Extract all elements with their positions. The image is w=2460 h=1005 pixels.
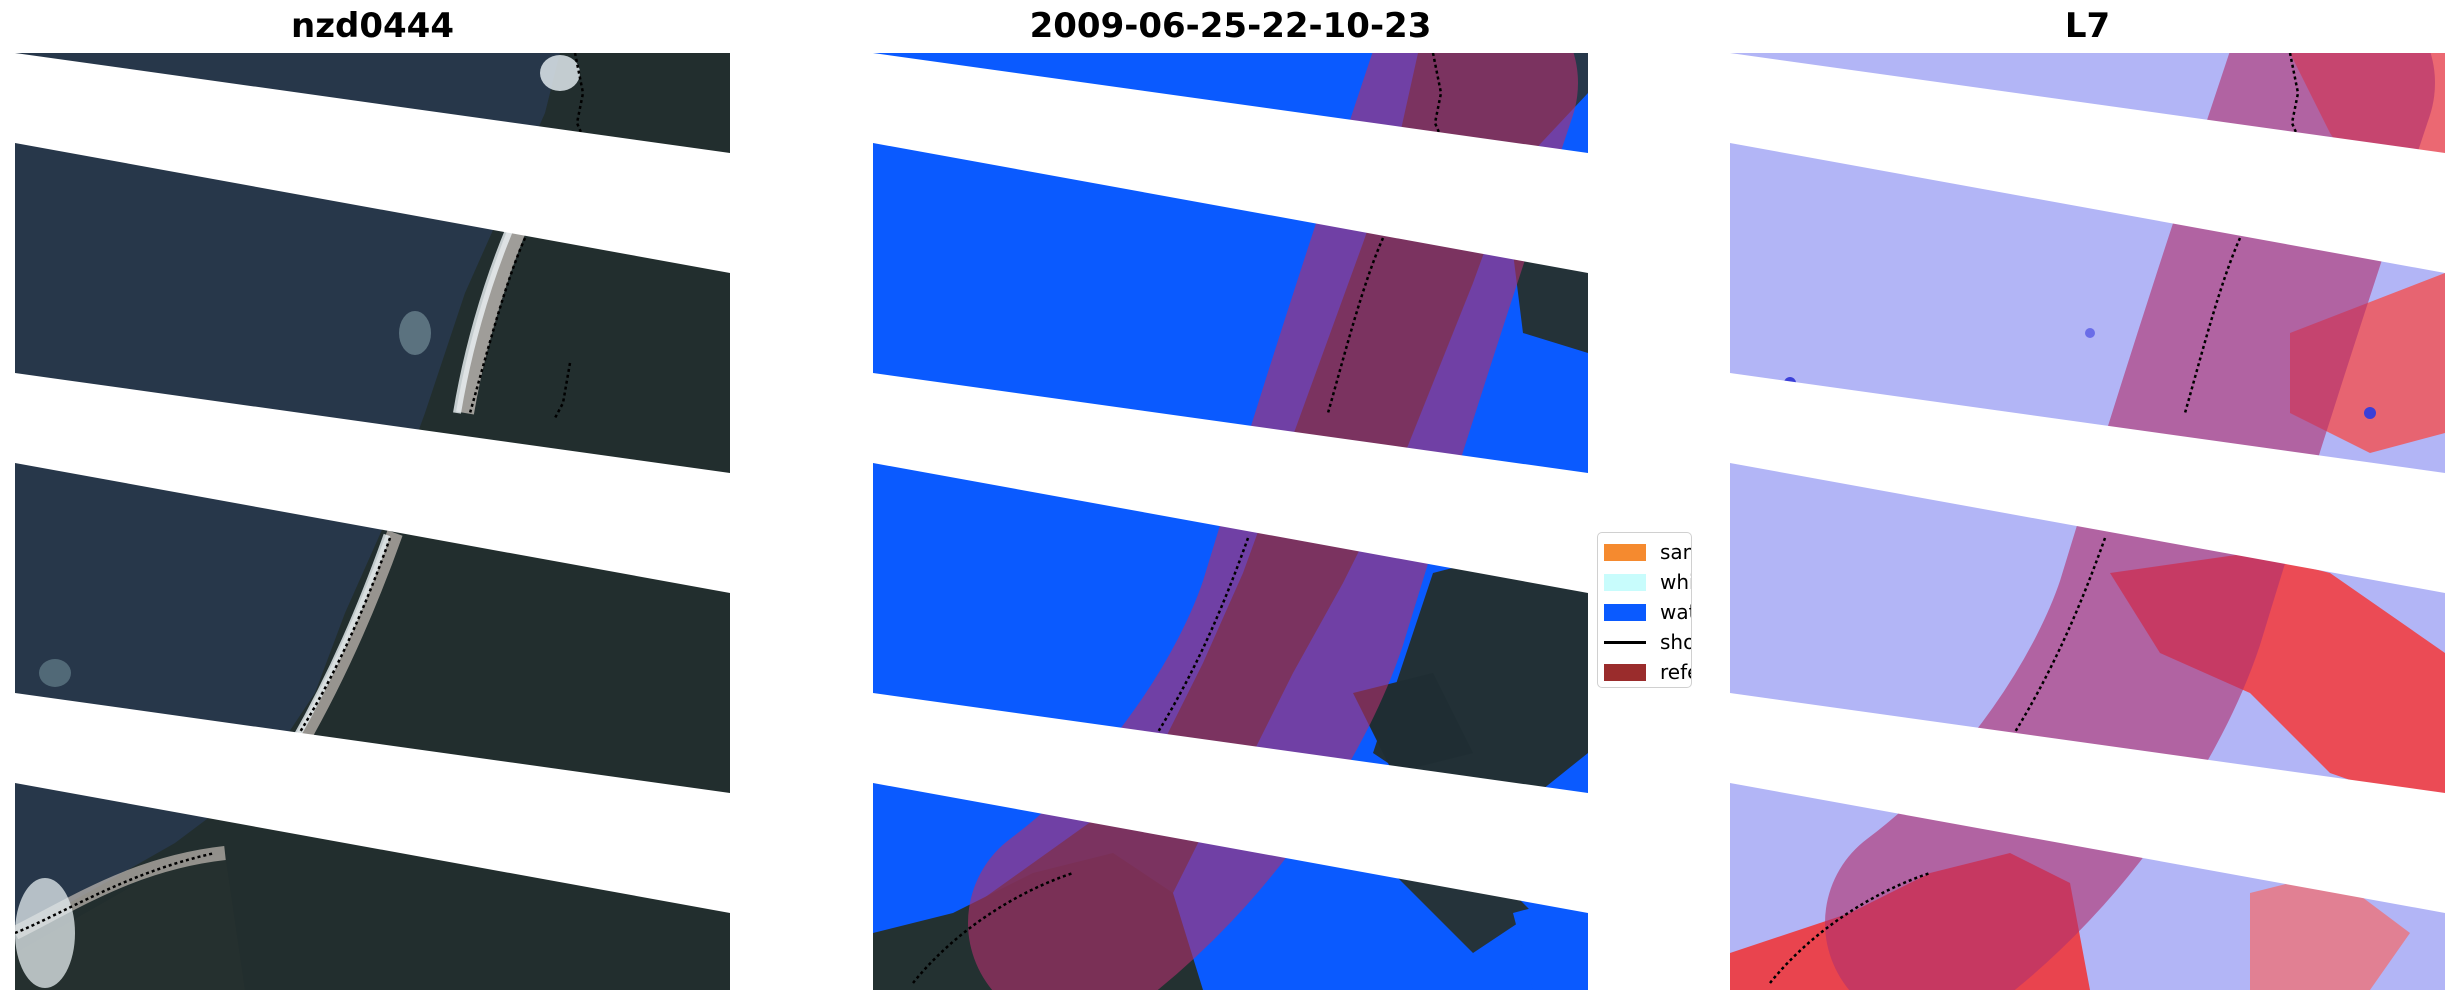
legend-label-shoreline: shoreline xyxy=(1660,630,1691,654)
legend-line-shoreline xyxy=(1604,640,1646,644)
legend-item-sand: sand xyxy=(1598,537,1691,567)
legend-item-shoreline: shoreline xyxy=(1598,627,1691,657)
legend-swatch-reference xyxy=(1604,663,1646,681)
legend-swatch-water xyxy=(1604,603,1646,621)
classified-image xyxy=(873,53,1588,990)
legend-label-whitewater: whitewater xyxy=(1660,570,1691,594)
legend-item-whitewater: whitewater xyxy=(1598,567,1691,597)
panel-title-index: L7 xyxy=(2064,6,2111,46)
water-index-image xyxy=(1730,53,2445,990)
legend-item-reference: reference xyxy=(1598,657,1691,687)
legend-item-water: water xyxy=(1598,597,1691,627)
legend-label-water: water xyxy=(1660,600,1691,624)
panel-title-rgb: nzd0444 xyxy=(291,6,454,46)
panel-title-classified: 2009-06-25-22-10-23 xyxy=(1029,6,1432,46)
legend-label-sand: sand xyxy=(1660,540,1691,564)
legend-swatch-whitewater xyxy=(1604,573,1646,591)
legend-label-reference: reference xyxy=(1660,660,1691,684)
legend: sand whitewater water shoreline referenc… xyxy=(1597,532,1692,688)
legend-swatch-sand xyxy=(1604,543,1646,561)
rgb-satellite-image xyxy=(15,53,730,990)
